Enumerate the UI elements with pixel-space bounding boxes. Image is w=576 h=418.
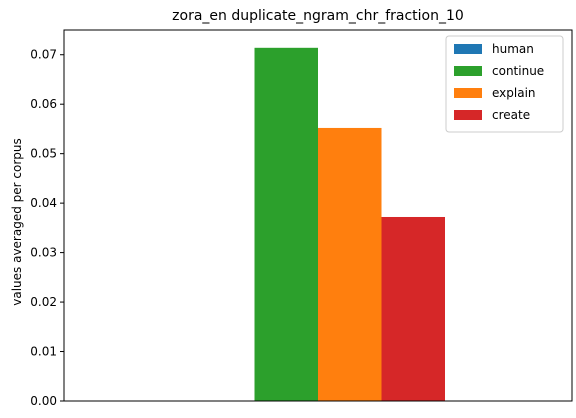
bar-create xyxy=(381,216,445,401)
legend-label-human: human xyxy=(492,42,534,56)
y-tick-label: 0.04 xyxy=(30,196,57,210)
legend-label-explain: explain xyxy=(492,86,536,100)
legend-swatch-continue xyxy=(454,66,482,76)
chart-title: zora_en duplicate_ngram_chr_fraction_10 xyxy=(172,8,464,24)
legend-label-continue: continue xyxy=(492,64,544,78)
legend-box xyxy=(445,35,564,133)
y-axis-label: values averaged per corpus xyxy=(10,138,24,306)
plot-frame xyxy=(63,29,573,402)
y-tick-label: 0.02 xyxy=(30,295,57,309)
y-tick-label: 0.05 xyxy=(30,147,57,161)
legend-swatch-explain xyxy=(454,88,482,98)
y-tick-label: 0.03 xyxy=(30,246,57,260)
y-tick-label: 0.00 xyxy=(30,394,57,408)
bars-group xyxy=(254,47,445,402)
y-tick-label: 0.06 xyxy=(30,97,57,111)
legend-swatch-create xyxy=(454,110,482,120)
y-tick-label: 0.01 xyxy=(30,345,57,359)
legend-label-create: create xyxy=(492,108,530,122)
legend: human continue explain create xyxy=(445,35,564,133)
y-axis: 0.00 0.01 0.02 0.03 0.04 0.05 0.06 0.07 xyxy=(30,48,64,408)
y-tick-label: 0.07 xyxy=(30,48,57,62)
legend-swatch-human xyxy=(454,44,482,54)
bar-explain xyxy=(318,127,382,401)
bar-continue xyxy=(254,47,318,402)
